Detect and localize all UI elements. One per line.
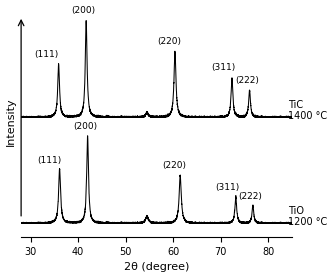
Text: TiO: TiO [288,206,304,216]
Text: TiC: TiC [288,100,303,110]
Text: 1400 °C: 1400 °C [288,111,327,121]
Text: (222): (222) [238,192,262,201]
Text: (111): (111) [35,50,59,59]
Text: (220): (220) [163,162,186,170]
Y-axis label: Intensity: Intensity [6,98,16,146]
Text: (220): (220) [157,37,181,46]
Text: 1200 °C: 1200 °C [288,217,327,227]
X-axis label: 2θ (degree): 2θ (degree) [124,262,189,272]
Text: (311): (311) [215,183,239,192]
Text: (111): (111) [37,156,61,165]
Text: (200): (200) [72,6,96,15]
Text: (311): (311) [211,63,235,72]
Text: (222): (222) [235,76,259,85]
Text: (200): (200) [73,122,97,131]
